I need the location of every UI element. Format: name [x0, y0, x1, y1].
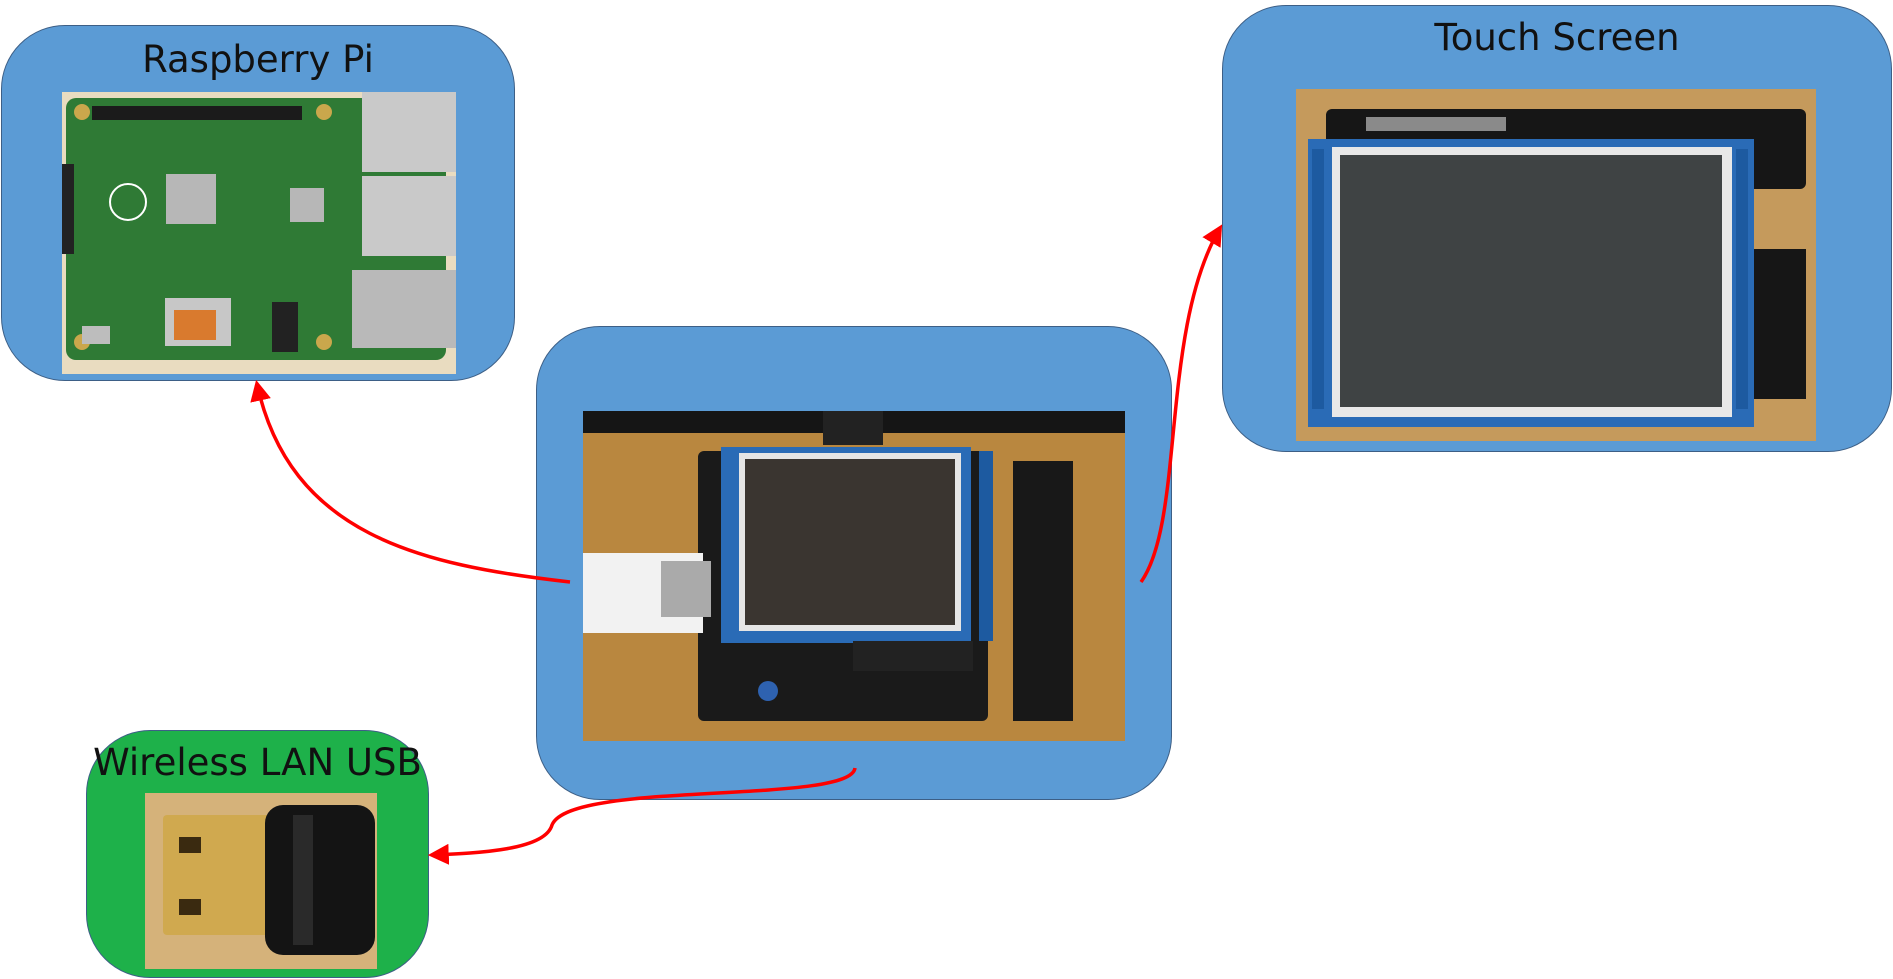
wireless-lan-usb-title: Wireless LAN USB — [93, 741, 422, 784]
raspberry-pi-node: Raspberry Pi — [1, 25, 515, 381]
arrow-to-raspberry-pi — [250, 379, 571, 584]
touch-screen-photo — [1296, 89, 1816, 441]
assembled-device-photo — [583, 411, 1125, 741]
touch-screen-node: Touch Screen — [1222, 5, 1892, 452]
raspberry-pi-photo — [62, 92, 456, 374]
wireless-lan-usb-photo — [145, 793, 377, 969]
arrow-to-touch-screen — [1139, 224, 1223, 584]
center-assembly-node — [536, 326, 1172, 800]
touch-screen-title: Touch Screen — [1434, 16, 1680, 59]
arrow-to-wireless-lan-usb — [427, 767, 857, 865]
raspberry-pi-title: Raspberry Pi — [142, 38, 374, 81]
